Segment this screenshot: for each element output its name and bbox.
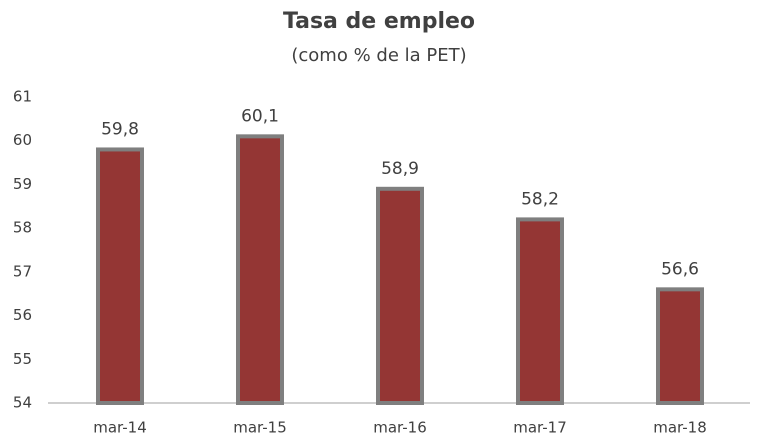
y-tick-label: 54 [13, 394, 32, 412]
x-tick-label: mar-18 [653, 419, 707, 437]
value-label: 58,2 [521, 189, 559, 209]
x-tick-label: mar-15 [233, 419, 287, 437]
value-label: 58,9 [381, 159, 419, 179]
bar [96, 147, 144, 405]
bar [236, 134, 284, 405]
y-tick-label: 57 [13, 262, 32, 280]
bar [656, 287, 704, 406]
chart-title: Tasa de empleo [283, 9, 475, 34]
value-label: 56,6 [661, 259, 699, 279]
value-label: 59,8 [101, 119, 139, 139]
bar [376, 186, 424, 405]
y-tick-label: 59 [13, 175, 32, 193]
y-tick-label: 55 [13, 350, 32, 368]
x-tick-label: mar-14 [93, 419, 147, 437]
x-tick-label: mar-16 [373, 419, 427, 437]
chart-subtitle: (como % de la PET) [291, 45, 466, 66]
y-tick-label: 56 [13, 306, 32, 324]
y-tick-label: 60 [13, 131, 32, 149]
y-tick-label: 58 [13, 219, 32, 237]
x-tick-label: mar-17 [513, 419, 567, 437]
bar [516, 217, 564, 405]
y-tick-label: 61 [13, 88, 32, 106]
value-label: 60,1 [241, 106, 279, 126]
